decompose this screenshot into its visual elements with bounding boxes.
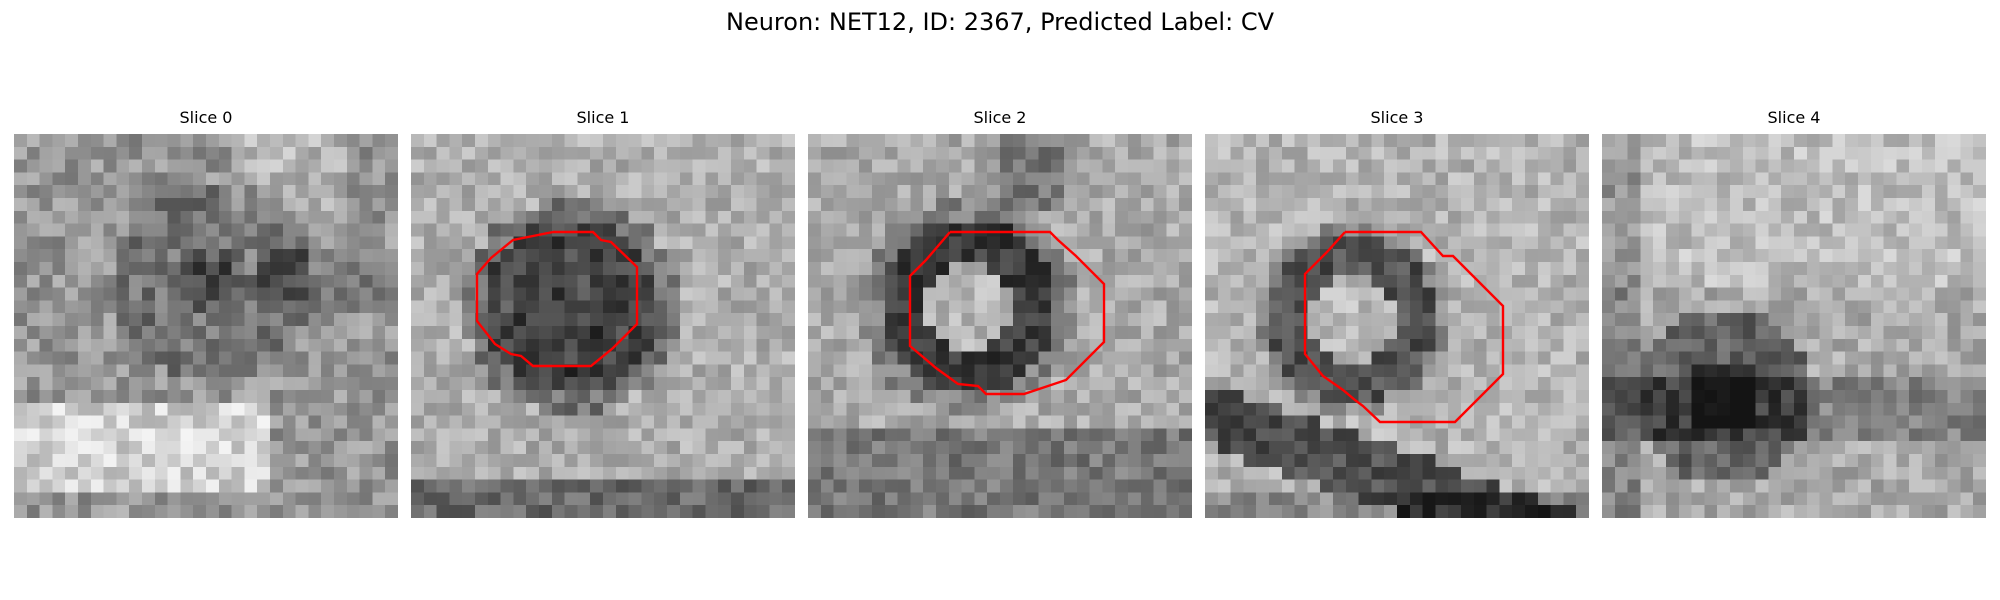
slice-panel-4: Slice 4: [1602, 108, 1986, 518]
slice-title: Slice 3: [1205, 108, 1589, 127]
outline-overlay-1: [411, 134, 795, 518]
slice-panel-2: Slice 2: [808, 108, 1192, 518]
contour-outline: [477, 232, 637, 366]
outline-overlay-2: [808, 134, 1192, 518]
slice-image-4: [1602, 134, 1986, 518]
contour-outline: [1305, 232, 1503, 422]
slice-panel-3: Slice 3: [1205, 108, 1589, 518]
figure-title: Neuron: NET12, ID: 2367, Predicted Label…: [0, 8, 2000, 36]
slice-title: Slice 1: [411, 108, 795, 127]
slice-title: Slice 2: [808, 108, 1192, 127]
slice-panel-1: Slice 1: [411, 108, 795, 518]
slice-title: Slice 4: [1602, 108, 1986, 127]
slice-image-0: [14, 134, 398, 518]
slice-panel-0: Slice 0: [14, 108, 398, 518]
contour-outline: [910, 232, 1104, 394]
outline-overlay-3: [1205, 134, 1589, 518]
slice-title: Slice 0: [14, 108, 398, 127]
